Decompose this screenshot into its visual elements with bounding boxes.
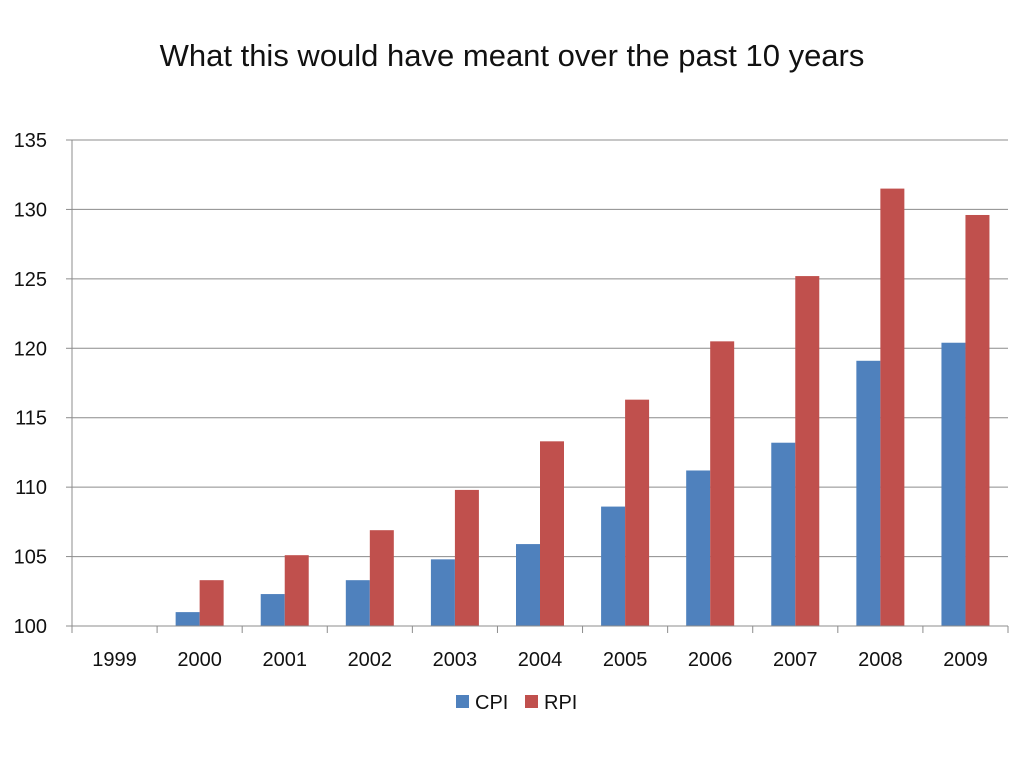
bar-rpi-2002	[369, 530, 394, 626]
bars	[175, 188, 990, 627]
y-tick-label: 105	[14, 547, 47, 569]
x-tick-label: 2009	[943, 649, 988, 671]
x-tick-label: 2001	[262, 649, 307, 671]
bar-cpi-2002	[345, 580, 370, 626]
bar-rpi-2001	[284, 555, 309, 626]
bar-rpi-2007	[795, 276, 820, 626]
x-tick-label: 2003	[433, 649, 478, 671]
legend-label-cpi: CPI	[475, 692, 508, 714]
y-tick-label: 135	[14, 130, 47, 152]
legend: CPI RPI	[456, 692, 577, 714]
x-tick-label: 2007	[773, 649, 818, 671]
y-tick-label: 130	[14, 199, 47, 221]
bar-cpi-2008	[856, 360, 881, 626]
chart-title: What this would have meant over the past…	[159, 38, 865, 73]
x-tick-label: 2008	[858, 649, 903, 671]
bar-cpi-2007	[771, 442, 796, 626]
bar-cpi-2001	[260, 594, 285, 626]
legend-swatch-cpi	[456, 695, 469, 708]
bar-cpi-2006	[686, 470, 711, 626]
x-tick-label: 1999	[92, 649, 137, 671]
bar-rpi-2004	[540, 441, 564, 626]
x-tick-label: 2005	[603, 649, 648, 671]
x-tick-label: 2006	[688, 649, 733, 671]
x-tick-label: 2002	[348, 649, 393, 671]
bar-rpi-2008	[880, 188, 905, 626]
bar-rpi-2003	[454, 489, 479, 626]
bar-cpi-2009	[941, 342, 966, 626]
y-tick-label: 115	[15, 408, 47, 430]
y-tick-label: 120	[14, 338, 47, 360]
y-tick-label: 110	[15, 477, 47, 499]
y-tick-label: 125	[14, 269, 47, 291]
bar-rpi-2005	[625, 399, 650, 626]
bar-rpi-2000	[199, 580, 224, 626]
x-tick-label: 2004	[518, 649, 563, 671]
bar-cpi-2004	[516, 544, 540, 626]
bar-cpi-2005	[601, 506, 626, 626]
bar-rpi-2009	[965, 214, 990, 627]
y-tick-label: 100	[14, 616, 47, 638]
bar-rpi-2006	[710, 341, 735, 626]
legend-swatch-rpi	[525, 695, 538, 708]
x-tick-label: 2000	[177, 649, 222, 671]
bar-cpi-2000	[175, 612, 200, 626]
bar-cpi-2003	[430, 559, 455, 626]
axes: 100 105 110 115 120 125 130 135 1999 2000 2001 2002…	[14, 130, 1009, 671]
legend-label-rpi: RPI	[544, 692, 577, 714]
